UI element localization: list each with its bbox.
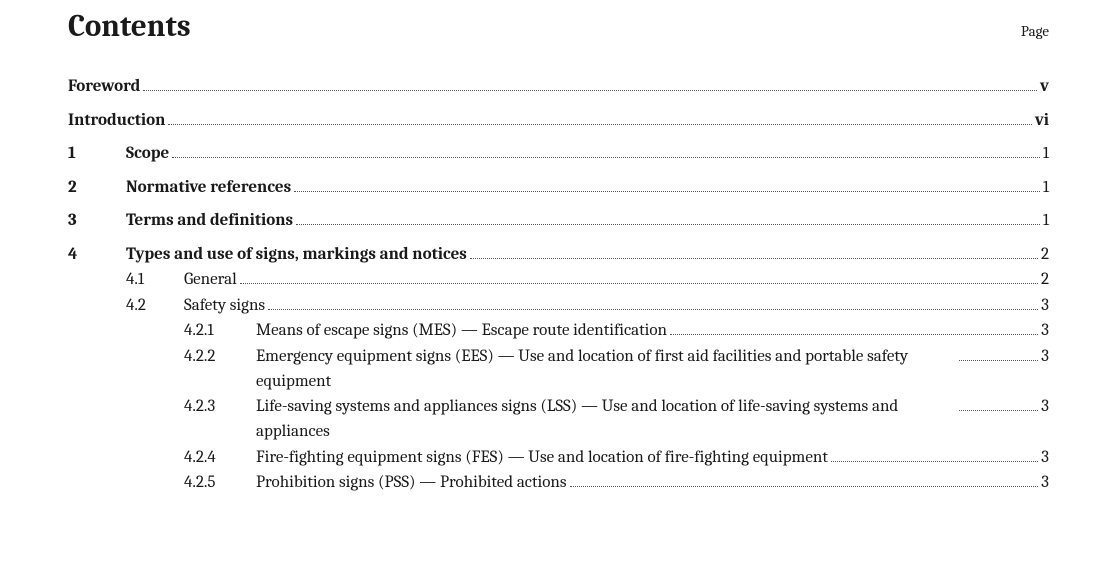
toc-title: Life-saving systems and appliances signs… [256, 395, 956, 444]
toc-title: Introduction [68, 108, 165, 134]
toc: Foreword v Introduction vi 1 Scope 1 2 N… [68, 74, 1049, 496]
toc-title: Prohibition signs (PSS) — Prohibited act… [256, 471, 567, 496]
toc-dots [268, 293, 1038, 310]
toc-num: 3 [68, 208, 126, 234]
toc-page: 3 [1041, 446, 1049, 471]
toc-num: 4.2.1 [184, 319, 256, 344]
toc-entry-4-2-4: 4.2.4 Fire-fighting equipment signs (FES… [68, 445, 1049, 471]
toc-title: Terms and definitions [126, 208, 293, 234]
toc-page: 3 [1041, 345, 1049, 370]
toc-num: 4.2.2 [184, 345, 256, 370]
toc-title: Emergency equipment signs (EES) — Use an… [256, 345, 956, 394]
toc-entry-4-2-1: 4.2.1 Means of escape signs (MES) — Esca… [68, 318, 1049, 344]
toc-title: Normative references [126, 175, 291, 201]
toc-dots [296, 208, 1040, 225]
toc-page: 1 [1043, 175, 1049, 201]
toc-title: General [184, 268, 237, 293]
toc-entry-4-2-5: 4.2.5 Prohibition signs (PSS) — Prohibit… [68, 470, 1049, 496]
toc-dots [831, 445, 1038, 462]
toc-page: 3 [1041, 395, 1049, 420]
toc-num: 4.2.4 [184, 446, 256, 471]
toc-title: Foreword [68, 74, 140, 100]
toc-dots [172, 141, 1040, 158]
toc-page: 1 [1043, 141, 1049, 167]
toc-section-4: 4 Types and use of signs, markings and n… [68, 242, 1049, 496]
toc-title: Means of escape signs (MES) — Escape rou… [256, 319, 667, 344]
toc-dots [959, 394, 1038, 411]
toc-num: 2 [68, 175, 126, 201]
contents-header: Contents Page [68, 8, 1049, 44]
toc-entry-4-2-2: 4.2.2 Emergency equipment signs (EES) — … [68, 344, 1049, 394]
toc-page: v [1040, 74, 1049, 100]
toc-title: Safety signs [184, 294, 265, 319]
toc-entry-4-1: 4.1 General 2 [68, 267, 1049, 293]
toc-num: 4.2 [126, 294, 184, 319]
toc-page: 2 [1041, 243, 1049, 268]
toc-entry-4: 4 Types and use of signs, markings and n… [68, 242, 1049, 268]
toc-num: 4 [68, 243, 126, 268]
toc-page: 3 [1041, 294, 1049, 319]
toc-num: 4.1 [126, 268, 184, 293]
toc-dots [168, 108, 1031, 125]
toc-dots [670, 318, 1038, 335]
toc-page: 2 [1041, 268, 1049, 293]
toc-entry-4-2: 4.2 Safety signs 3 [68, 293, 1049, 319]
page-column-label: Page [1021, 22, 1049, 40]
contents-title: Contents [68, 8, 191, 44]
toc-page: 3 [1041, 319, 1049, 344]
toc-dots [143, 74, 1037, 91]
toc-page: 1 [1043, 208, 1049, 234]
toc-upper: Foreword v Introduction vi 1 Scope 1 2 N… [68, 74, 1049, 234]
toc-entry-foreword: Foreword v [68, 74, 1049, 100]
toc-title: Scope [126, 141, 169, 167]
toc-num: 4.2.5 [184, 471, 256, 496]
toc-num: 1 [68, 141, 126, 167]
toc-title: Types and use of signs, markings and not… [126, 243, 467, 268]
toc-title: Fire-fighting equipment signs (FES) — Us… [256, 446, 828, 471]
toc-entry-introduction: Introduction vi [68, 108, 1049, 134]
toc-dots [470, 242, 1038, 259]
toc-page: 3 [1041, 471, 1049, 496]
toc-num: 4.2.3 [184, 395, 256, 420]
toc-dots [294, 175, 1040, 192]
toc-page: vi [1035, 108, 1049, 134]
toc-entry-1: 1 Scope 1 [68, 141, 1049, 167]
toc-entry-2: 2 Normative references 1 [68, 175, 1049, 201]
toc-entry-3: 3 Terms and definitions 1 [68, 208, 1049, 234]
toc-dots [570, 470, 1039, 487]
toc-dots [959, 344, 1038, 361]
toc-entry-4-2-3: 4.2.3 Life-saving systems and appliances… [68, 394, 1049, 444]
toc-dots [240, 267, 1038, 284]
